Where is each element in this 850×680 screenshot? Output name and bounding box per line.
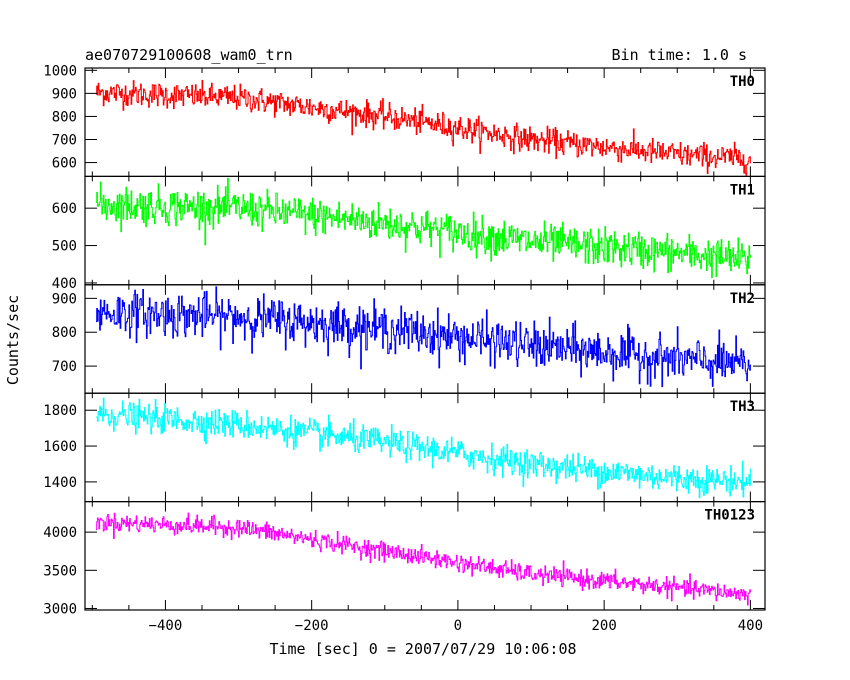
y-tick-label-th3: 1800 bbox=[43, 403, 77, 419]
series-th2 bbox=[95, 286, 752, 388]
panel-label-th0: TH0 bbox=[730, 74, 755, 90]
x-tick-label: 0 bbox=[454, 618, 462, 634]
y-tick-label-th0123: 3000 bbox=[43, 601, 77, 617]
y-tick-label-th1: 500 bbox=[52, 239, 77, 255]
plot-layer: 600 700 800 900 1000 TH0 400 500 600 TH1 700 800 900… bbox=[43, 63, 766, 634]
panel-frame-th3 bbox=[84, 392, 766, 503]
panel-label-th2: TH2 bbox=[730, 291, 755, 307]
series-th0123 bbox=[95, 512, 752, 606]
series-th3 bbox=[95, 397, 752, 499]
y-axis-label: Counts/sec bbox=[4, 295, 22, 385]
y-tick-label-th3: 1400 bbox=[43, 475, 77, 491]
y-tick-label-th0: 1000 bbox=[43, 63, 77, 79]
y-tick-label-th2: 700 bbox=[52, 359, 77, 375]
y-tick-label-th2: 900 bbox=[52, 291, 77, 307]
y-tick-label-th1: 600 bbox=[52, 201, 77, 217]
panel-label-th0123: TH0123 bbox=[704, 508, 755, 524]
y-tick-label-th0123: 3500 bbox=[43, 563, 77, 579]
chart-title: ae070729100608_wam0_trn bbox=[85, 46, 293, 64]
panel-frame-th1 bbox=[84, 175, 766, 286]
x-tick-label: −200 bbox=[295, 618, 329, 634]
y-tick-label-th0: 800 bbox=[52, 109, 77, 125]
panel-label-th3: TH3 bbox=[730, 399, 755, 415]
panel-label-th1: TH1 bbox=[730, 182, 755, 198]
y-tick-label-th0: 700 bbox=[52, 132, 77, 148]
series-th0 bbox=[95, 79, 752, 176]
y-tick-label-th3: 1600 bbox=[43, 439, 77, 455]
y-tick-label-th0: 900 bbox=[52, 86, 77, 102]
y-tick-label-th0: 600 bbox=[52, 156, 77, 172]
y-tick-label-th0123: 4000 bbox=[43, 525, 77, 541]
x-axis-label: Time [sec] 0 = 2007/07/29 10:06:08 bbox=[269, 640, 576, 658]
panel-frame-th0123 bbox=[84, 501, 766, 611]
series-th1 bbox=[95, 177, 752, 279]
chart-bin-time: Bin time: 1.0 s bbox=[612, 46, 747, 64]
x-tick-label: −400 bbox=[149, 618, 183, 634]
x-tick-label: 400 bbox=[738, 618, 763, 634]
y-tick-label-th1: 400 bbox=[52, 276, 77, 292]
x-tick-label: 200 bbox=[591, 618, 616, 634]
y-tick-label-th2: 800 bbox=[52, 325, 77, 341]
